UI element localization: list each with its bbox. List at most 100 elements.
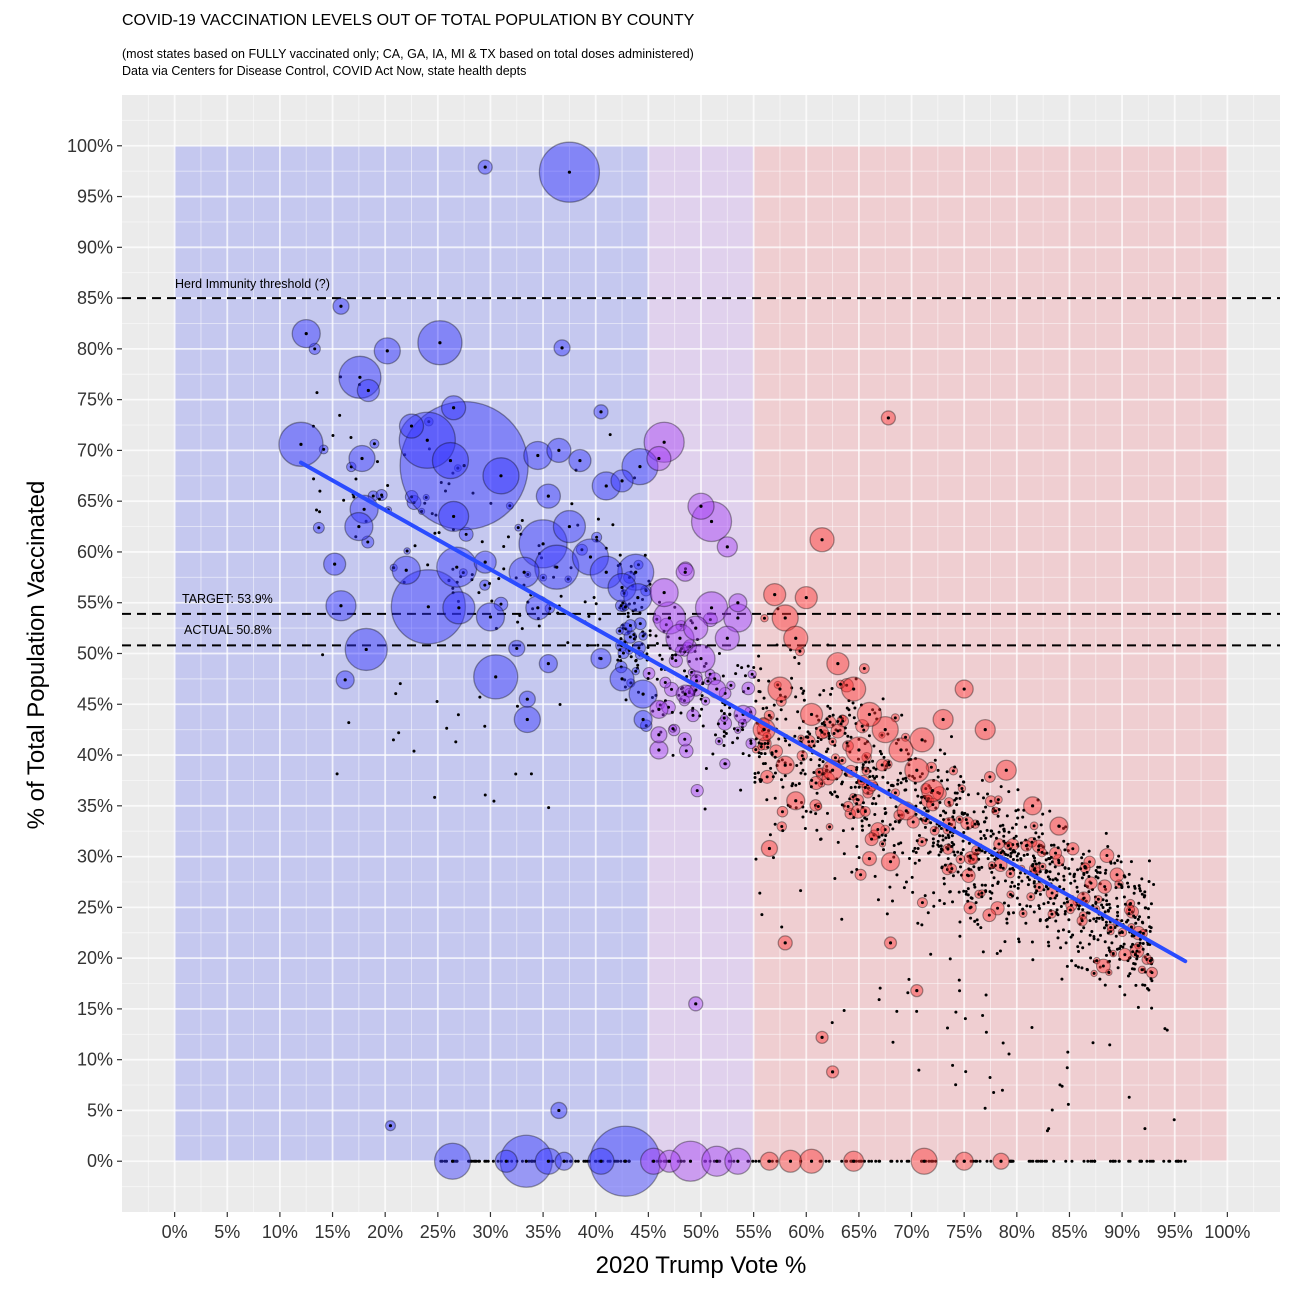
county-bubble-center <box>623 1159 627 1163</box>
county-point <box>868 769 872 773</box>
county-point <box>852 716 856 720</box>
county-bubble-center <box>941 717 945 722</box>
county-point <box>1035 889 1039 893</box>
county-point <box>1039 823 1043 827</box>
county-point <box>690 670 694 674</box>
county-bubble-center <box>404 568 408 572</box>
county-point <box>723 691 727 695</box>
county-point <box>951 815 955 819</box>
county-point <box>997 842 1001 846</box>
county-point <box>1008 847 1012 851</box>
county-point <box>757 654 761 658</box>
county-point <box>729 683 733 687</box>
county-point <box>967 841 971 845</box>
county-bubble-center <box>388 1124 393 1128</box>
county-point <box>873 776 877 780</box>
county-point <box>961 848 965 852</box>
county-point <box>872 744 876 748</box>
county-point <box>915 839 919 843</box>
county-point <box>1099 933 1103 937</box>
county-point <box>1008 867 1012 871</box>
county-point <box>961 839 965 843</box>
county-point <box>844 1159 848 1163</box>
county-point <box>732 727 736 731</box>
county-point <box>824 750 828 754</box>
county-bubble-center <box>515 646 519 651</box>
county-point <box>678 649 682 653</box>
county-point <box>1014 809 1018 813</box>
county-point <box>587 614 591 618</box>
county-point <box>880 733 884 737</box>
county-point <box>694 675 698 679</box>
county-point <box>911 774 915 778</box>
county-point <box>903 788 907 792</box>
county-point <box>1140 968 1144 972</box>
county-point <box>978 848 982 852</box>
county-point <box>959 775 963 779</box>
county-point <box>632 633 636 637</box>
county-point <box>1019 858 1023 862</box>
county-point <box>881 697 885 701</box>
county-point <box>866 791 870 795</box>
county-point <box>514 576 518 580</box>
county-point <box>1129 945 1133 949</box>
county-point <box>735 714 739 718</box>
county-point <box>907 774 911 778</box>
county-point <box>631 584 635 588</box>
county-point <box>540 556 544 560</box>
county-point <box>667 705 671 709</box>
county-point <box>862 667 866 671</box>
county-point <box>905 1159 909 1163</box>
county-point <box>928 786 932 790</box>
county-point <box>881 819 885 823</box>
county-point <box>537 552 541 556</box>
county-point <box>502 545 506 549</box>
y-tick-label: 40% <box>77 745 113 765</box>
county-point <box>753 780 757 784</box>
county-point <box>857 1159 861 1163</box>
county-point <box>821 760 825 764</box>
county-point <box>943 863 947 867</box>
county-point <box>1131 950 1135 954</box>
county-point <box>947 800 951 804</box>
county-point <box>1064 941 1068 945</box>
county-point <box>1108 1043 1112 1047</box>
county-point <box>1050 1108 1054 1112</box>
county-point <box>1146 952 1150 956</box>
county-point <box>1146 942 1150 946</box>
county-bubble-center <box>962 687 966 691</box>
county-point <box>477 591 481 595</box>
county-point <box>896 778 900 782</box>
county-bubble-center <box>657 748 661 752</box>
county-point <box>965 813 969 817</box>
county-point <box>794 695 798 699</box>
county-point <box>1110 941 1114 945</box>
county-point <box>1045 851 1049 855</box>
county-point <box>954 797 958 801</box>
county-point <box>809 785 813 789</box>
county-point <box>644 724 648 728</box>
county-point <box>750 672 754 676</box>
county-point <box>717 652 721 656</box>
county-point <box>1067 918 1071 922</box>
county-point <box>947 818 951 822</box>
county-point <box>783 774 787 778</box>
county-point <box>853 706 857 710</box>
county-bubble-center <box>504 1159 508 1163</box>
county-point <box>985 1159 989 1163</box>
county-point <box>814 781 818 785</box>
county-point <box>1016 788 1020 792</box>
county-point <box>467 1159 471 1163</box>
county-point <box>801 805 805 809</box>
county-point <box>502 567 506 571</box>
county-point <box>934 826 938 830</box>
county-point <box>789 648 793 652</box>
county-point <box>747 1159 751 1163</box>
county-point <box>827 1159 831 1163</box>
county-point <box>1002 901 1006 905</box>
county-point <box>932 891 936 895</box>
county-point <box>1103 940 1107 944</box>
county-point <box>1070 1159 1074 1163</box>
county-point <box>793 734 797 738</box>
county-point <box>1037 904 1041 908</box>
